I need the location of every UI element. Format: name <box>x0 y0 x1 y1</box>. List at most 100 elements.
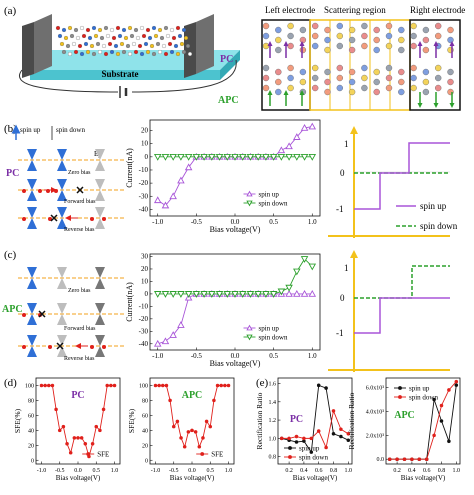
y-tick-label: 1.2 <box>269 418 277 424</box>
data-point <box>246 291 255 298</box>
data-point <box>101 407 106 412</box>
chain-atom <box>153 33 159 39</box>
data-point <box>309 450 314 454</box>
step-tick-top-apc: 1 <box>344 263 349 273</box>
data-point <box>215 291 224 298</box>
data-point <box>153 291 162 298</box>
lattice-atom <box>373 36 380 44</box>
lattice-atom <box>262 32 270 40</box>
lattice-atom <box>447 36 454 44</box>
lattice-atom <box>262 84 270 92</box>
chain-atom <box>91 25 97 31</box>
dirac-cone-lower <box>57 218 67 229</box>
chain-atom <box>179 41 185 47</box>
data-point <box>83 442 88 446</box>
data-point <box>204 419 209 424</box>
lattice-atom <box>324 26 331 34</box>
data-point <box>398 395 402 399</box>
lattice-atom <box>410 64 417 72</box>
forward-bias-label-b: Forward bias <box>64 199 96 205</box>
data-point <box>47 383 51 388</box>
reverse-bias-label-b: Reverse bias <box>64 227 95 233</box>
data-point <box>308 289 317 297</box>
chain-atom <box>107 41 113 47</box>
y-tick-label: 20 <box>141 265 149 273</box>
electron-dot <box>102 345 106 349</box>
legend-label: spin down <box>299 454 328 462</box>
data-point <box>109 383 113 388</box>
x-tick-label: -0.5 <box>191 352 203 360</box>
y-tick-label: 60 <box>28 413 34 419</box>
lattice-atom <box>299 78 307 86</box>
chain-atom <box>113 43 119 49</box>
data-point <box>346 432 351 436</box>
dirac-cone-lower <box>95 190 105 201</box>
step-tick-mid-apc: 0 <box>340 293 345 303</box>
y-axis-label: Rectification Ratio <box>347 392 356 449</box>
data-point <box>339 427 343 431</box>
legend-label: spin up <box>259 325 280 333</box>
data-point <box>302 436 306 441</box>
data-point <box>200 452 205 456</box>
data-point <box>293 268 301 276</box>
step-tick-top-pc: 1 <box>344 139 349 149</box>
dirac-cone-lower <box>57 314 67 325</box>
dirac-cone-upper <box>27 335 37 346</box>
dirac-cone-lower <box>57 346 67 357</box>
chain-atom <box>165 33 171 39</box>
chain-atom <box>65 43 71 49</box>
data-point <box>439 403 444 408</box>
dirac-cone-upper <box>57 303 67 314</box>
y-tick-label: 0.0 <box>377 457 385 463</box>
chain-atom <box>83 41 89 47</box>
panel-label-d: (d) <box>4 377 17 389</box>
legend-label: spin up <box>259 191 280 199</box>
scattering-region-box <box>309 19 411 111</box>
x-tick-label: 0.4 <box>408 468 416 474</box>
legend-label: SFE <box>97 451 109 459</box>
legend-spin-down: spin down <box>56 126 85 134</box>
x-axis-label: Bias voltage(V) <box>401 474 446 482</box>
iv-curve-apc-chart: -1.0 -0.5 0.0 0.5 1.0 30 20 10 0 -10 -20 -30 -40 Bias… <box>125 252 321 368</box>
data-point <box>285 153 293 161</box>
data-point <box>246 190 253 197</box>
chain-atom <box>101 43 107 49</box>
dirac-cone-upper <box>27 149 37 160</box>
chain-atom <box>69 33 75 39</box>
chain-atom <box>109 49 115 55</box>
lattice-atom <box>361 22 368 30</box>
lattice-atom <box>275 88 282 96</box>
chain-atom <box>67 25 73 31</box>
panel-a-structure: Left electrode Scattering region Right e… <box>218 5 465 111</box>
x-tick-label: 0.0 <box>74 468 82 474</box>
chain-atom <box>71 41 77 47</box>
dirac-cone-lower <box>57 278 67 289</box>
chain-atom <box>127 51 133 57</box>
electron-dot <box>22 313 26 317</box>
lattice-atom <box>385 22 393 30</box>
panel-label-a: (a) <box>4 5 17 17</box>
data-point <box>246 324 253 331</box>
x-tick-label: 0.5 <box>269 218 278 226</box>
chain-atom <box>161 43 167 49</box>
chain-atom <box>123 35 129 41</box>
dirac-cone-upper <box>95 207 105 218</box>
chain-atom <box>121 27 127 33</box>
chain-atom <box>99 35 105 41</box>
substrate-side <box>220 50 240 80</box>
data-point <box>169 192 177 200</box>
chain-atom <box>177 33 183 39</box>
dirac-cone-lower <box>27 218 37 229</box>
lattice-atom <box>275 26 282 34</box>
data-point <box>447 439 451 444</box>
data-point <box>262 153 270 161</box>
y-tick-label: 80 <box>142 398 148 404</box>
spin-arrows <box>267 41 455 108</box>
lattice-atom <box>324 46 331 54</box>
chain-atom <box>115 25 121 31</box>
chain-atom <box>109 27 115 33</box>
data-point <box>316 429 321 433</box>
data-point <box>184 291 193 298</box>
chain-atom <box>63 35 69 41</box>
region-right-label: Right electrode <box>410 5 465 15</box>
